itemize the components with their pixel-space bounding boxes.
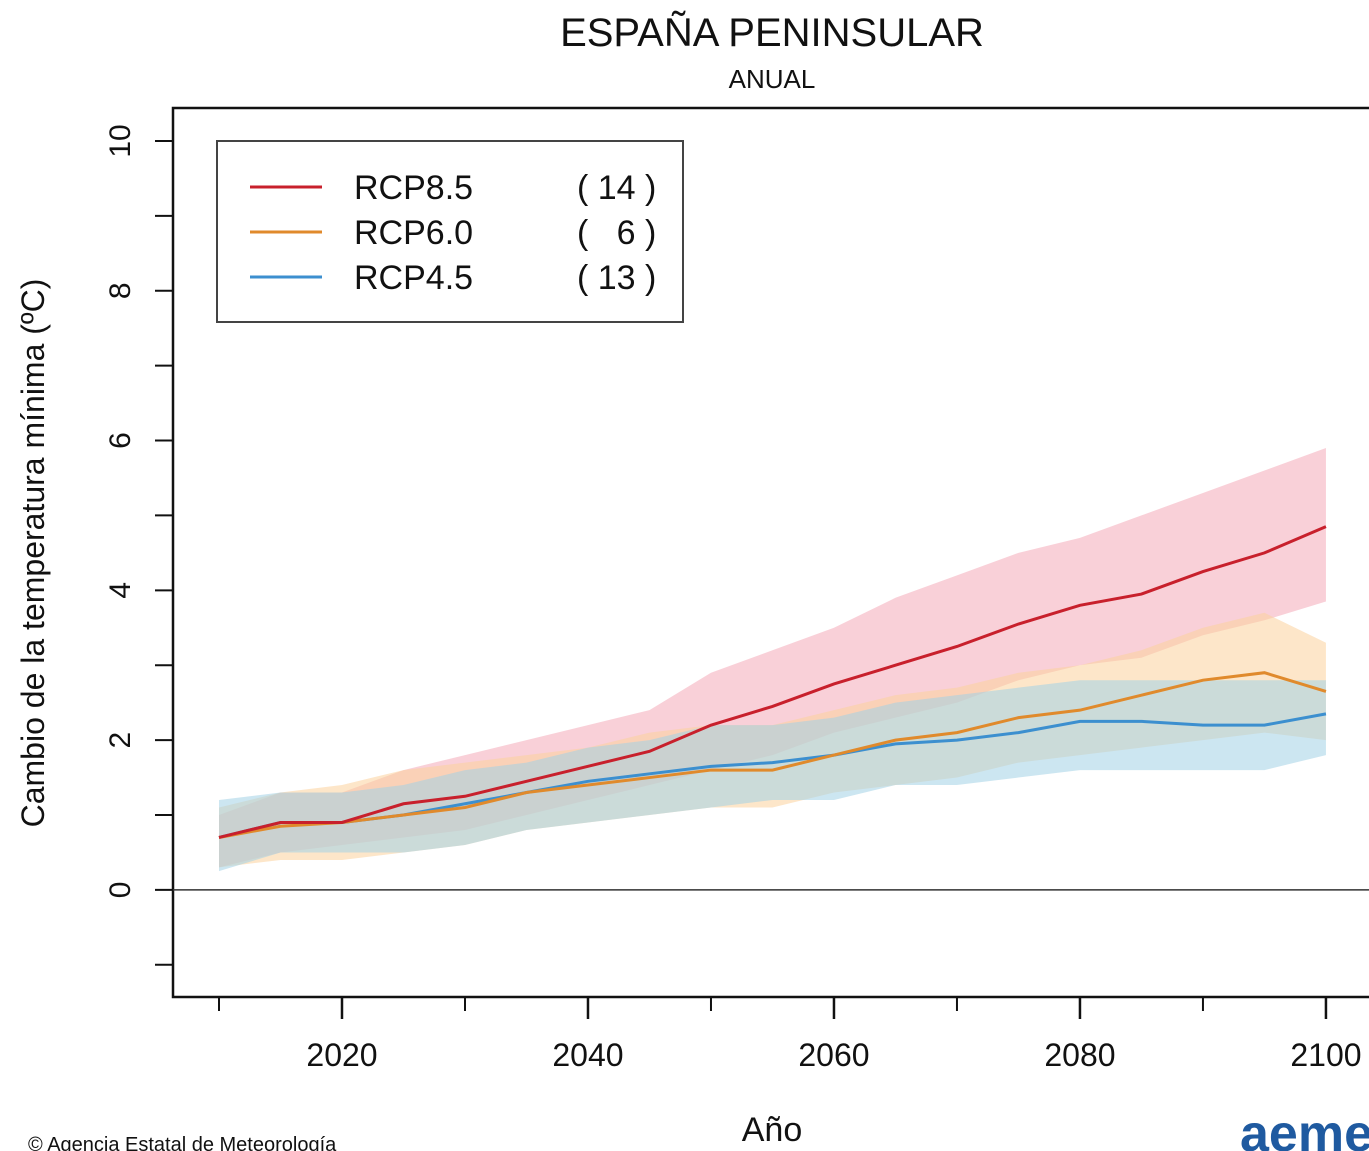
plot-frame xyxy=(171,106,1369,999)
y-tick-label: 8 xyxy=(104,282,137,299)
legend-label: RCP6.0 xyxy=(354,214,473,252)
x-tick-label: 2100 xyxy=(1290,1037,1361,1073)
chart-title: ESPAÑA PENINSULAR xyxy=(560,10,984,55)
y-tick-label: 2 xyxy=(104,732,137,749)
series-line xyxy=(218,525,1327,839)
logo: aemet xyxy=(1240,1105,1369,1151)
x-tick-label: 2080 xyxy=(1044,1037,1115,1073)
x-tick-label: 2020 xyxy=(306,1037,377,1073)
series-line xyxy=(218,671,1327,839)
legend-label: RCP4.5 xyxy=(354,259,473,297)
legend-count: ( 14 ) xyxy=(577,169,656,207)
footer: © Agencia Estatal de Meteorología xyxy=(28,1134,337,1151)
y-tick-label: 0 xyxy=(104,882,137,899)
legend-label: RCP8.5 xyxy=(354,169,473,207)
y-tick-label: 6 xyxy=(104,432,137,449)
y-tick-label: 10 xyxy=(104,124,137,157)
plot-area xyxy=(218,448,1327,872)
x-tick-label: 2040 xyxy=(552,1037,623,1073)
legend-count: ( 13 ) xyxy=(577,259,656,297)
y-axis-label: Cambio de la temperatura mínima (ºC) xyxy=(15,279,51,828)
x-tick-label: 2060 xyxy=(798,1037,869,1073)
chart-subtitle: ANUAL xyxy=(729,64,816,94)
y-tick-label: 4 xyxy=(104,582,137,599)
x-axis-label: Año xyxy=(742,1111,803,1149)
legend-count: ( 6 ) xyxy=(577,214,656,252)
